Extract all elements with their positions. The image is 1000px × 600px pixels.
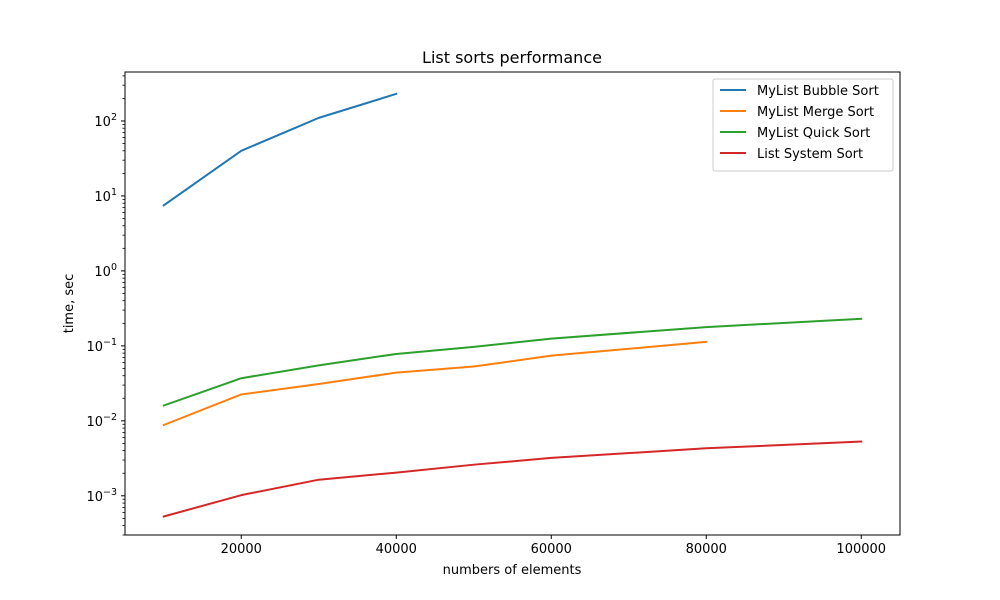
y-axis: 10−3 10−2 10−1 100 101 102 [86,75,125,536]
y-tick-label: 101 [94,187,117,205]
legend-label: MyList Merge Sort [757,105,874,120]
x-axis: 20000 40000 60000 80000 100000 [221,535,886,557]
y-tick-label: 100 [94,262,117,280]
x-tick-label: 20000 [221,542,262,557]
x-tick-label: 80000 [686,542,727,557]
x-tick-label: 40000 [376,542,417,557]
series-line-1 [162,340,708,427]
plot-frame [124,71,901,536]
y-axis-label: time, sec [62,274,77,334]
series-line-0 [162,92,398,207]
series-line-3 [162,440,863,518]
x-tick-label: 100000 [836,542,886,557]
series-line-2 [162,317,863,407]
x-tick-label: 60000 [531,542,572,557]
y-tick-label: 10−2 [86,412,117,430]
y-tick-label: 10−3 [86,487,117,505]
series-lines [162,92,863,518]
y-tick-label: 10−1 [86,337,117,355]
y-tick-label: 102 [94,112,117,130]
legend-label: MyList Bubble Sort [757,84,879,99]
legend: MyList Bubble Sort MyList Merge Sort MyLis… [712,78,894,172]
chart-title: List sorts performance [422,48,602,67]
legend-box [712,78,894,172]
x-axis-label: numbers of elements [443,563,582,578]
legend-label: MyList Quick Sort [757,126,870,141]
legend-label: List System Sort [757,147,863,162]
